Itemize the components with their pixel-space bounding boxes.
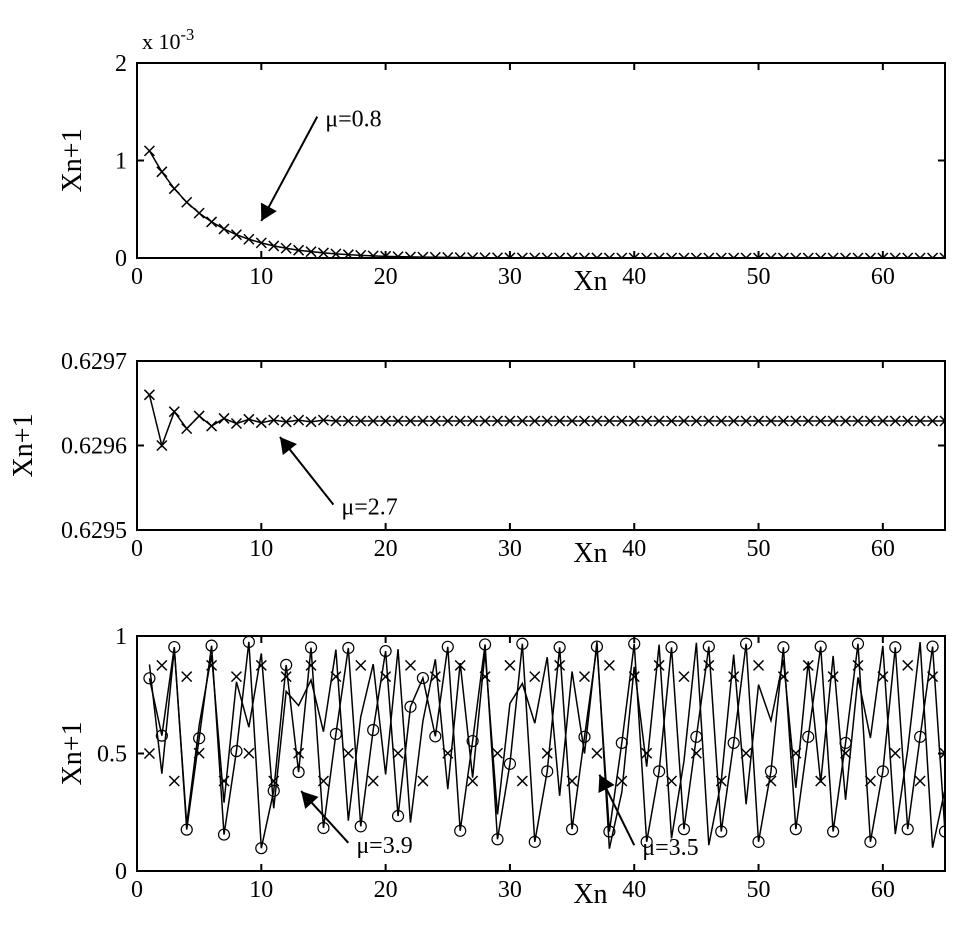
ylabel: Xn+1 [57,721,88,785]
svg-text:30: 30 [498,536,522,562]
svg-text:0: 0 [115,859,127,885]
svg-text:40: 40 [622,264,646,290]
svg-text:0: 0 [115,246,127,272]
ylabel: Xn+1 [8,413,39,477]
xlabel: Xn [573,879,607,910]
svg-text:10: 10 [249,264,273,290]
svg-text:0.6295: 0.6295 [61,518,127,544]
xlabel: Xn [573,266,607,297]
svg-text:0.6296: 0.6296 [61,434,127,460]
svg-text:0.5: 0.5 [97,742,127,768]
svg-text:1: 1 [115,149,127,175]
svg-text:10: 10 [249,877,273,903]
ylabel: Xn+1 [57,128,88,192]
svg-text:60: 60 [871,264,895,290]
mu-annotation: μ=2.7 [341,495,397,521]
svg-text:10: 10 [249,536,273,562]
svg-text:60: 60 [871,536,895,562]
svg-text:40: 40 [622,536,646,562]
svg-text:2: 2 [115,51,127,77]
svg-text:50: 50 [747,536,771,562]
svg-text:40: 40 [622,877,646,903]
mu-annotation: μ=3.5 [642,835,698,861]
panel-p2: 0 10 20 30 40 50 60 0.6295 0.6296 0.6297 Xn Xn+1 μ=2… [8,349,950,569]
svg-text:0: 0 [131,264,143,290]
svg-text:50: 50 [747,877,771,903]
svg-text:0: 0 [131,877,143,903]
svg-text:30: 30 [498,264,522,290]
figure: 0102030405060012XnXn+1x 10-3μ=0.80102030… [0,0,980,942]
svg-text:1: 1 [115,624,127,650]
svg-text:20: 20 [374,877,398,903]
panel-p3: 0 10 20 30 40 50 60 0 0.5 1 Xn Xn+1 μ=3.9 μ=3.5 [57,624,951,910]
xlabel: Xn [573,538,607,569]
svg-text:0.6297: 0.6297 [61,349,127,375]
scale-exponent: x 10-3 [142,25,194,55]
svg-text:50: 50 [747,264,771,290]
svg-text:60: 60 [871,877,895,903]
mu-annotation: μ=0.8 [325,107,381,133]
chart-svg: 0102030405060012XnXn+1x 10-3μ=0.80102030… [0,0,980,942]
mu-annotation: μ=3.9 [356,833,412,859]
svg-text:0: 0 [131,536,143,562]
panel-p1: 0 10 20 30 40 50 60 0 1 2 Xn Xn+1 x 10-3 μ=0.8 [57,25,950,298]
svg-text:20: 20 [374,264,398,290]
svg-text:20: 20 [374,536,398,562]
svg-text:30: 30 [498,877,522,903]
